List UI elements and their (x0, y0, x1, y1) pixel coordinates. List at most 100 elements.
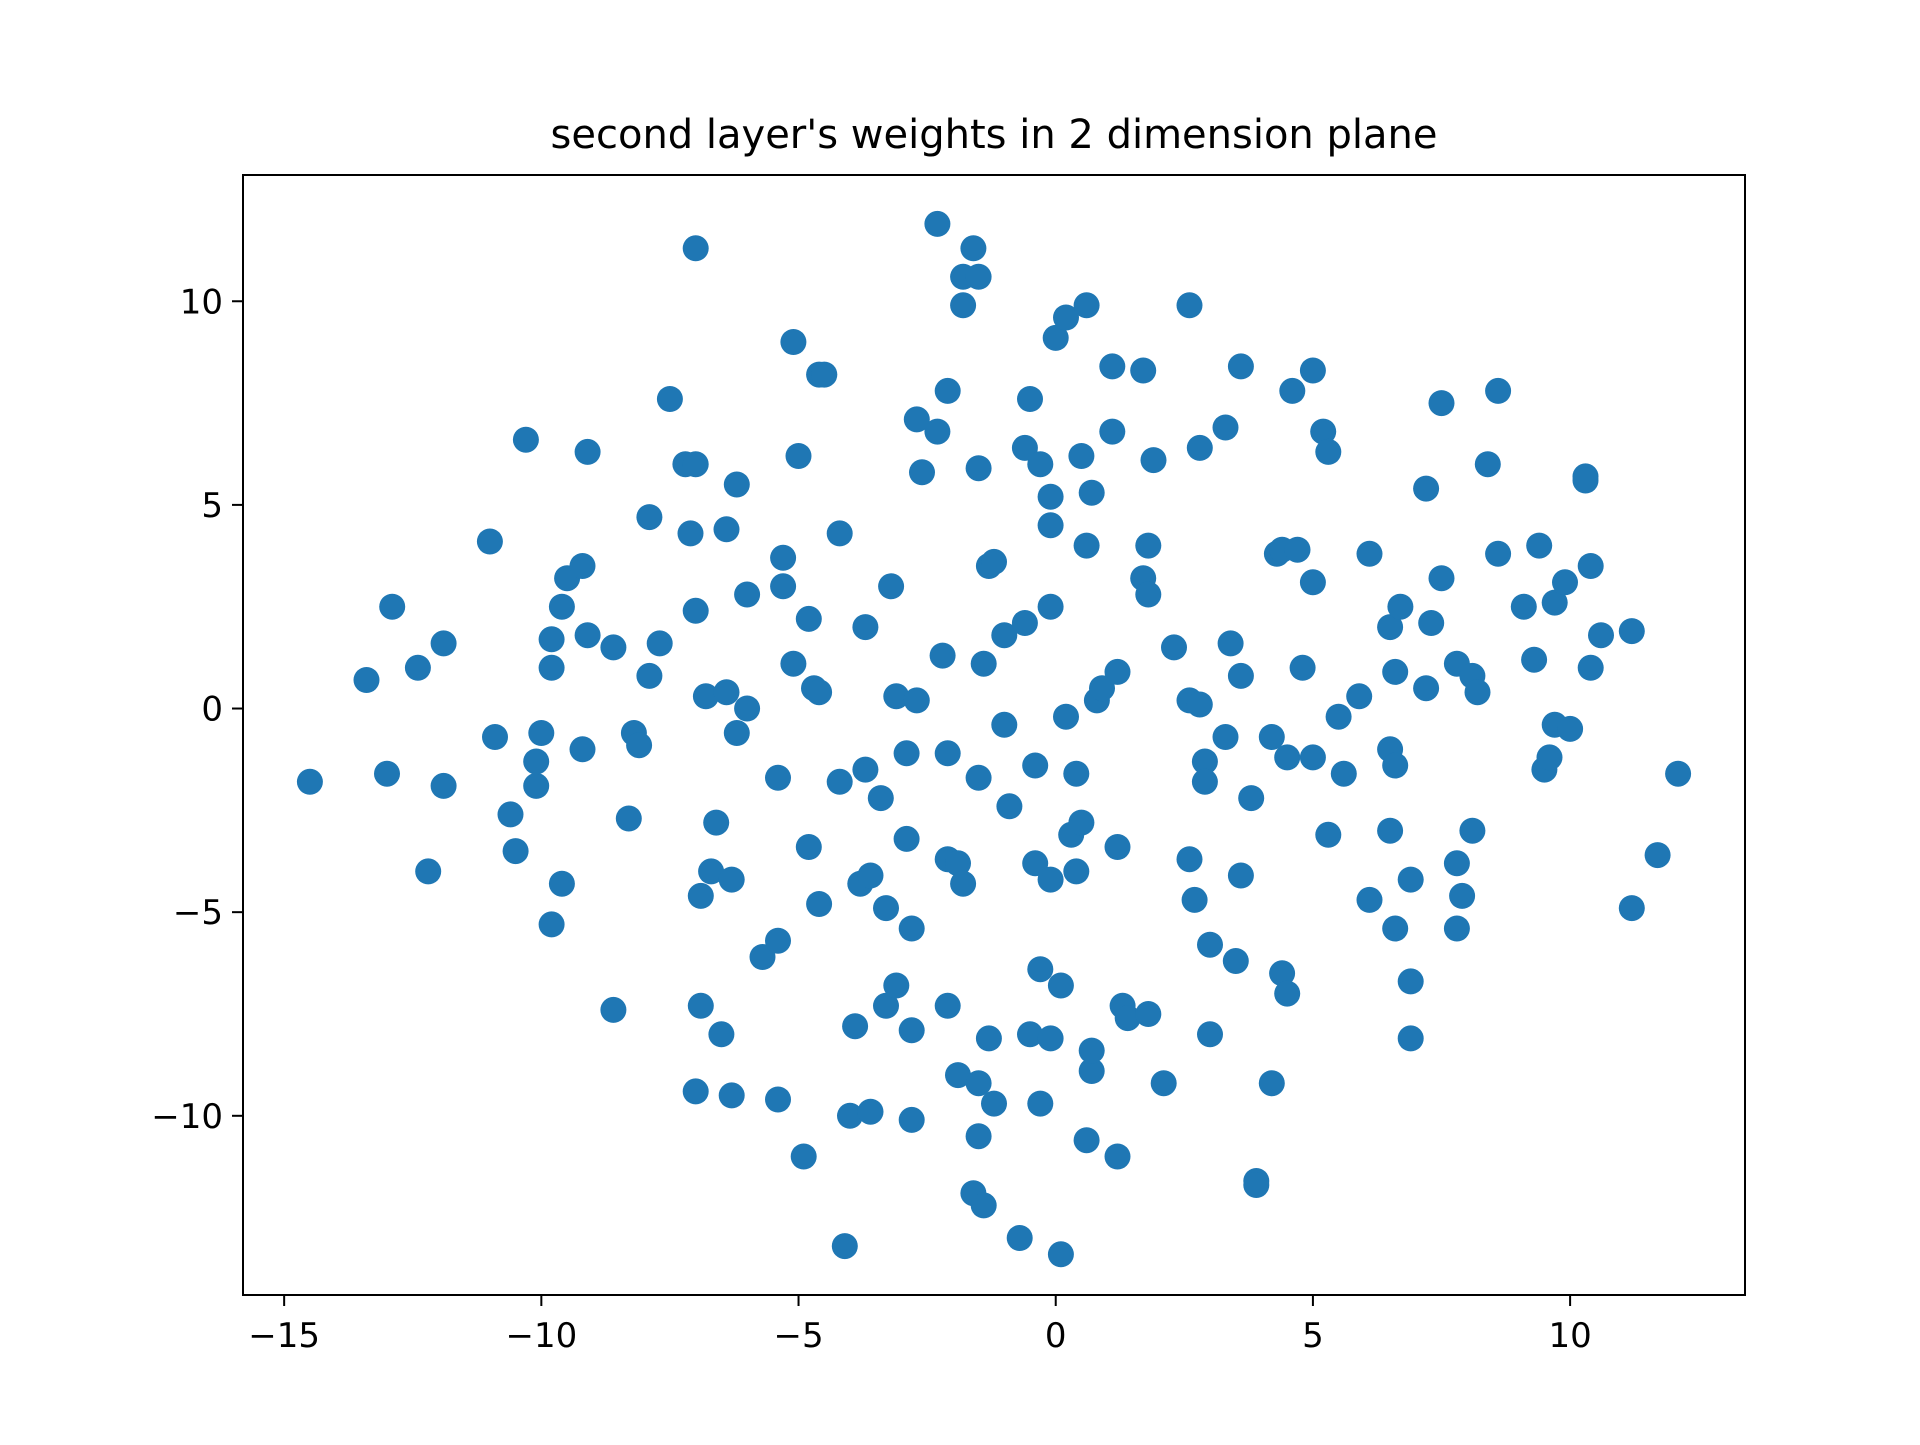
scatter-point (682, 1078, 709, 1105)
scatter-point (1227, 353, 1254, 380)
scatter-point (1299, 744, 1326, 771)
scatter-point (1541, 589, 1568, 616)
scatter-point (934, 377, 961, 404)
scatter-point (1140, 447, 1167, 474)
scatter-point (1536, 744, 1563, 771)
scatter-point (811, 361, 838, 388)
scatter-point (852, 756, 879, 783)
scatter-point (1011, 434, 1038, 461)
scatter-point (296, 768, 323, 795)
scatter-point (780, 329, 807, 355)
scatter-point (1443, 850, 1470, 877)
y-tick-label: −5 (173, 893, 223, 933)
scatter-point (867, 785, 894, 812)
scatter-point (1022, 850, 1049, 877)
chart-title: second layer's weights in 2 dimension pl… (551, 112, 1438, 158)
scatter-point (1330, 760, 1357, 787)
x-tick-label: −5 (773, 1316, 823, 1356)
scatter-point (1346, 683, 1373, 710)
scatter-point (826, 768, 853, 795)
scatter-point (574, 438, 601, 465)
scatter-point (615, 805, 642, 832)
scatter-point (497, 801, 524, 828)
plot-frame (242, 174, 1746, 1296)
scatter-point (703, 809, 730, 836)
scatter-point (1382, 752, 1409, 779)
scatter-point (945, 850, 971, 877)
scatter-point (1212, 724, 1239, 750)
scatter-point (1258, 724, 1285, 750)
scatter-point (1552, 569, 1578, 596)
scatter-point (476, 528, 503, 555)
scatter-point (1068, 809, 1095, 836)
scatter-point (1510, 593, 1537, 620)
scatter-point (1191, 748, 1218, 775)
scatter-point (1104, 1143, 1131, 1170)
scatter-point (883, 972, 910, 999)
x-tick-label: 5 (1302, 1316, 1324, 1356)
scatter-point (960, 235, 987, 262)
scatter-point (677, 520, 704, 547)
scatter-point (512, 426, 539, 453)
scatter-point (569, 736, 596, 763)
scatter-point (1073, 1127, 1100, 1154)
scatter-point (950, 292, 977, 319)
scatter-point (996, 793, 1023, 820)
scatter-point (528, 720, 555, 746)
x-tick-label: −10 (505, 1316, 577, 1356)
scatter-point (723, 720, 750, 746)
scatter-point (1459, 817, 1486, 844)
scatter-point (873, 895, 899, 922)
scatter-point (1017, 1021, 1043, 1048)
scatter-point (1212, 414, 1239, 441)
scatter-point (708, 1021, 735, 1048)
scatter-point (734, 695, 761, 722)
scatter-point (1557, 715, 1584, 742)
scatter-point (878, 573, 905, 600)
scatter-point (482, 724, 508, 750)
scatter-point (682, 235, 709, 262)
scatter-point (1197, 931, 1223, 958)
scatter-point (1443, 915, 1470, 942)
scatter-point (1572, 467, 1599, 494)
scatter-point (965, 455, 992, 482)
scatter-point (893, 740, 920, 767)
scatter-point (975, 1025, 1002, 1052)
scatter-point (569, 553, 596, 579)
scatter-point (981, 1090, 1007, 1117)
y-tick-label: 10 (180, 282, 223, 322)
scatter-point (1114, 1005, 1141, 1032)
scatter-point (898, 1106, 925, 1133)
scatter-point (909, 459, 935, 486)
scatter-point (898, 915, 925, 942)
scatter-point (713, 679, 740, 706)
scatter-point (1042, 324, 1069, 351)
scatter-point (1382, 915, 1409, 942)
scatter-point (1644, 842, 1671, 869)
scatter-point (790, 1143, 817, 1170)
scatter-point (718, 1082, 745, 1109)
scatter-point (749, 944, 776, 970)
scatter-point (1325, 703, 1352, 730)
scatter-point (1063, 760, 1090, 787)
scatter-point (723, 471, 750, 498)
scatter-point (1577, 654, 1604, 681)
scatter-point (1053, 703, 1079, 730)
scatter-point (837, 1102, 863, 1129)
scatter-point (1078, 1037, 1105, 1064)
scatter-point (1315, 438, 1342, 465)
scatter-point (1243, 1172, 1270, 1198)
scatter-point (893, 825, 920, 852)
scatter-point (1284, 536, 1311, 563)
scatter-point (1238, 785, 1265, 812)
scatter-point (1521, 646, 1548, 673)
scatter-point (1150, 1070, 1177, 1097)
scatter-point (1104, 834, 1131, 860)
scatter-point (538, 654, 565, 681)
scatter-point (883, 683, 910, 710)
scatter-point (1485, 540, 1512, 567)
scatter-point (682, 597, 709, 624)
scatter-point (1413, 675, 1440, 702)
scatter-point (1191, 768, 1218, 795)
